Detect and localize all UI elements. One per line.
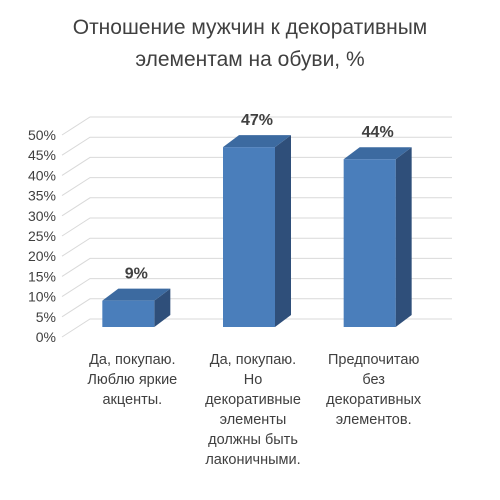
gridline [61,257,452,277]
gridline [61,318,452,338]
bar-side [395,147,412,327]
data-label: 47% [241,112,273,129]
x-category-label-line: Предпочитаю [327,352,420,368]
y-tick-label: 40% [28,167,56,183]
gridline [61,217,452,237]
x-category-label-line: должны быть [208,432,298,448]
chart-title: Отношение мужчин к декоративным элемента… [0,12,500,76]
data-label: 44% [362,124,394,141]
x-category-label: Да, покупаю. Люблю яркие акценты. [67,350,197,410]
gridline [61,136,452,156]
bar-top [343,147,412,160]
x-category-label-line: Да, покупаю. [89,352,176,368]
x-category-label-line: лаконичными. [205,452,301,468]
bar [102,300,155,327]
x-category-label-line: элементы [219,412,287,428]
x-category-label-line: декоративные [205,392,301,408]
y-tick-label: 25% [28,228,56,244]
y-tick-label: 35% [28,188,56,204]
y-tick-label: 15% [28,268,56,284]
gridline [61,298,452,318]
gridline [61,156,452,176]
y-tick-label: 45% [28,147,56,163]
bar-top [223,135,291,148]
x-category-label: Да, покупаю. Но декоративные элементы должны… [188,350,318,470]
x-category-label-line: Но [243,372,263,388]
gridline [61,237,452,257]
gridline [61,278,452,298]
x-category-label: Предпочитаю без декоративных элементов. [309,350,439,430]
x-category-label-line: декоративных [326,392,422,408]
gridline [61,177,452,197]
x-category-label-line: без [362,372,385,388]
gridline [61,116,452,136]
bar-side [275,135,291,327]
y-tick-label: 50% [28,127,56,143]
x-category-label-line: Да, покупаю. [209,352,297,368]
y-tick-label: 20% [28,248,56,264]
y-tick-label: 30% [28,208,56,224]
data-label: 9% [125,266,148,283]
x-category-label-line: элементов. [335,412,412,428]
bar [223,147,275,327]
x-category-label-line: акценты. [102,392,163,408]
bar [343,159,396,327]
gridline [61,197,452,217]
chart-title-line-2: элементам на обуви, % [135,48,365,71]
x-category-label-line: Люблю яркие [87,372,178,388]
y-tick-label: 5% [36,309,56,325]
bar-top [102,288,171,301]
chart-title-line-1: Отношение мужчин к декоративным [72,16,428,39]
y-tick-label: 10% [28,289,56,305]
bar-side [154,288,171,327]
y-tick-label: 0% [36,329,56,345]
